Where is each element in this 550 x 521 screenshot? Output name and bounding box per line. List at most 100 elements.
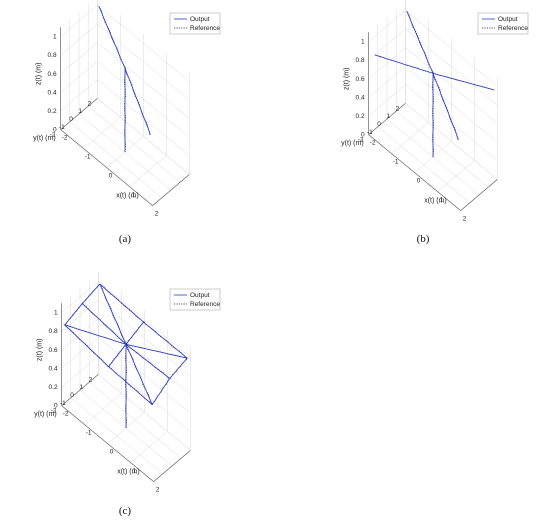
x-tick-label: 1 — [132, 192, 136, 199]
axis-line — [60, 98, 98, 130]
y-tick-label: 1 — [79, 384, 83, 391]
grid-line — [98, 281, 191, 358]
y-tick-label: -1 — [367, 129, 373, 136]
x-tick-label: 1 — [133, 468, 137, 475]
grid-line — [61, 355, 99, 388]
y-tick-label: 0 — [377, 121, 381, 128]
grid-line — [368, 47, 406, 79]
y-tick-label: -1 — [59, 124, 65, 131]
z-tick-label: 0 — [54, 403, 58, 410]
y-tick-label: 2 — [89, 376, 93, 383]
axis-line — [61, 405, 154, 482]
grid-line — [405, 103, 498, 180]
z-axis-label: z(t) (m) — [344, 68, 351, 91]
axis-line — [368, 103, 406, 135]
z-tick-label: 0.6 — [49, 347, 58, 354]
grid-line — [61, 281, 99, 313]
y-tick-label: -2 — [358, 137, 364, 144]
x-tick-label: 2 — [463, 216, 467, 223]
z-tick-label: 0.4 — [356, 94, 365, 101]
x-tick-label: 0 — [417, 178, 421, 185]
x-tick-label: 2 — [156, 487, 160, 494]
z-axis-label: z(t) (m) — [36, 63, 43, 86]
z-tick-label: 0.8 — [48, 52, 57, 59]
x-tick-label: 0 — [110, 449, 114, 456]
axis-line — [460, 179, 498, 211]
axis-line — [152, 174, 190, 206]
grid-line — [98, 355, 191, 432]
z-tick-label: 0.8 — [356, 57, 365, 64]
reference-trajectory — [406, 11, 459, 140]
x-tick-label: -2 — [63, 411, 69, 418]
reference-trajectory — [431, 73, 435, 158]
grid-line — [437, 160, 475, 192]
output-trajectory — [374, 54, 495, 91]
reference-trajectory — [123, 68, 127, 153]
z-tick-label: 0.8 — [49, 328, 58, 335]
grid-line — [130, 431, 168, 463]
grid-line — [60, 5, 98, 37]
legend-box — [169, 12, 221, 35]
grid-line — [368, 84, 406, 117]
grid-line — [60, 61, 98, 93]
grid-line — [88, 106, 181, 183]
y-axis-label: y(t) (m) — [33, 135, 56, 142]
z-tick-label: 1 — [361, 39, 365, 46]
panel-label: (b) — [417, 233, 430, 245]
z-tick-label: 1 — [53, 34, 57, 41]
legend-label-output: Output — [190, 16, 210, 23]
x-tick-label: 0 — [109, 173, 113, 180]
output-trajectory — [98, 6, 151, 135]
y-axis-label: y(t) (m) — [34, 411, 57, 418]
z-axis-label: z(t) (m) — [37, 339, 44, 362]
x-tick-label: -2 — [62, 135, 68, 142]
y-tick-label: 1 — [78, 108, 82, 115]
axes-box — [60, 27, 190, 206]
z-tick-label: 0 — [53, 127, 57, 134]
legend-label-reference: Reference — [498, 25, 528, 32]
axis-line — [153, 450, 191, 482]
grid-line — [61, 318, 99, 350]
legend-label-reference: Reference — [190, 25, 220, 32]
legend: Output Reference — [477, 12, 528, 35]
x-tick-label: -1 — [85, 154, 91, 161]
reference-trajectory — [98, 6, 151, 135]
grid-line — [405, 84, 498, 161]
axes-box — [61, 303, 191, 482]
output-trajectory — [82, 303, 170, 379]
axis-line — [368, 134, 461, 211]
grid-line — [60, 79, 98, 112]
grid-line — [97, 23, 190, 101]
x-axis-label: x(t) (m) — [117, 468, 140, 475]
grid-line — [61, 337, 99, 369]
z-tick-label: 0.6 — [356, 76, 365, 83]
z-tick-label: 0.4 — [49, 365, 58, 372]
legend-label-output: Output — [190, 292, 210, 299]
legend: Output Reference — [169, 12, 221, 35]
panel-label: (c) — [119, 505, 132, 517]
grid-line — [98, 374, 191, 451]
grid-line — [60, 23, 98, 56]
grid-line — [405, 47, 498, 124]
y-tick-label: -2 — [51, 408, 57, 415]
legend: Output Reference — [169, 288, 221, 311]
y-tick-label: -1 — [60, 400, 66, 407]
grid-line — [89, 382, 182, 459]
z-tick-label: 0 — [361, 132, 365, 139]
grid-line — [405, 10, 498, 87]
y-tick-label: 2 — [88, 100, 92, 107]
grid-lines — [60, 0, 190, 206]
axis-line — [61, 374, 99, 406]
legend-box — [169, 288, 221, 311]
y-tick-label: 1 — [386, 113, 390, 120]
y-tick-label: 0 — [70, 392, 74, 399]
panel-label: (a) — [119, 233, 132, 245]
grid-line — [97, 5, 190, 82]
y-tick-label: 2 — [396, 105, 400, 112]
legend-label-reference: Reference — [190, 301, 220, 308]
z-tick-label: 0.6 — [48, 71, 57, 78]
